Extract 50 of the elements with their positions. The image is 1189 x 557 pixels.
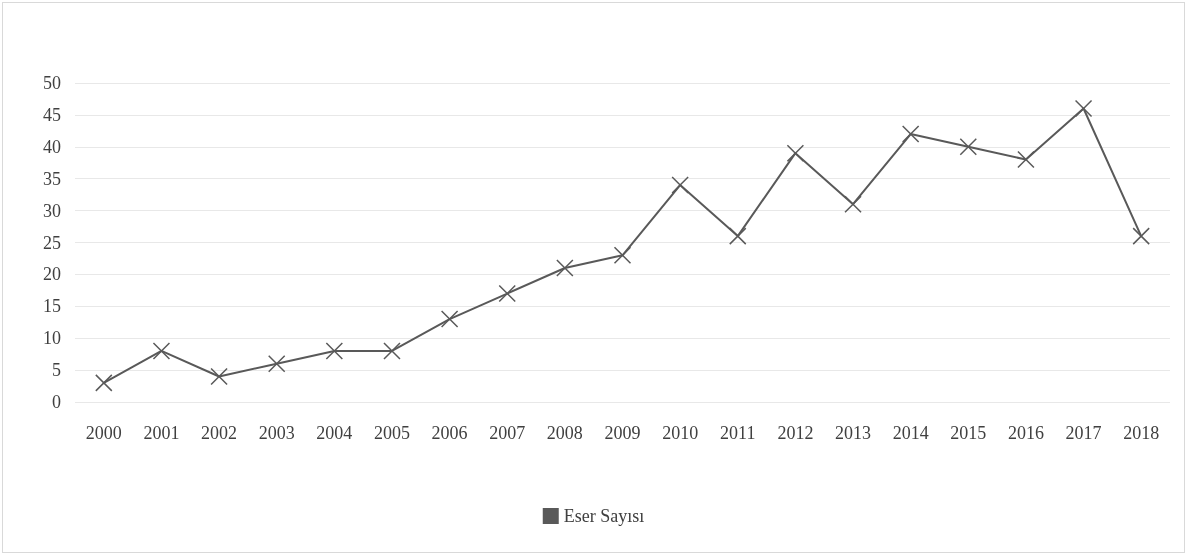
y-tick-label: 0 [52,392,61,412]
point [95,374,113,392]
point [152,342,171,360]
x-tick-label: 2004 [316,423,353,443]
y-tick-label: 30 [43,200,61,221]
x-tick-label: 2002 [201,423,238,443]
x-tick-label: 2012 [777,423,814,443]
point [1074,99,1093,118]
x-tick-label: 2010 [662,423,699,443]
x-tick-label: 2008 [546,423,583,443]
y-tick-label: 15 [43,296,61,317]
point [440,310,459,328]
point [844,195,862,213]
x-tick-label: 2003 [258,423,295,443]
x-tick-label: 2013 [835,423,872,443]
point [210,367,228,386]
x-tick-label: 2005 [373,423,410,443]
point [729,227,747,245]
x-tick-label: 2014 [892,423,929,443]
x-tick-label: 2016 [1007,423,1044,443]
point [1017,150,1035,169]
x-tick-label: 2001 [143,423,180,443]
y-tick-label: 45 [43,104,61,125]
point [325,342,344,360]
x-tick-label: 2006 [431,423,468,443]
y-tick-label: 10 [43,328,61,349]
point [1132,227,1150,245]
x-tick-label: 2011 [720,423,756,443]
point [671,176,689,194]
legend-label: Eser Sayısı [563,506,645,526]
x-tick-label: 2015 [950,423,987,443]
y-tick-label: 50 [43,73,61,93]
y-tick-label: 25 [43,232,61,253]
point [786,144,805,162]
x-tick-label: 2000 [85,423,122,443]
y-tick-label: 5 [52,360,61,381]
y-tick-label: 20 [43,264,61,285]
x-tick-label: 2017 [1065,423,1102,443]
y-tick-label: 40 [43,136,61,157]
point [556,259,574,277]
point [267,354,286,373]
point [959,138,978,156]
x-tick-label: 2009 [604,423,641,443]
point [498,284,516,303]
x-tick-label: 2007 [489,423,526,443]
y-tick-label: 35 [43,168,61,189]
x-tick-label: 2018 [1123,423,1160,443]
point [613,246,632,265]
point [901,125,920,143]
point [383,342,401,360]
